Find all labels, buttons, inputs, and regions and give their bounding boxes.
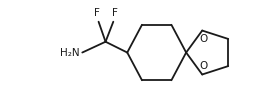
- Text: O: O: [200, 61, 208, 71]
- Text: O: O: [200, 34, 208, 44]
- Text: F: F: [94, 8, 100, 18]
- Text: F: F: [112, 8, 118, 18]
- Text: H₂N: H₂N: [60, 48, 80, 58]
